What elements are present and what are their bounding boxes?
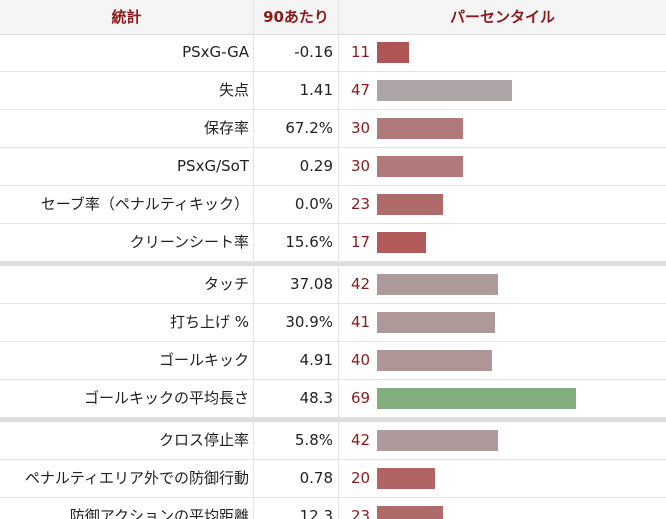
per90-value: 30.9% bbox=[285, 313, 333, 331]
percentile-bar bbox=[377, 468, 435, 489]
percentile-bar bbox=[377, 430, 498, 451]
percentile-value: 42 bbox=[351, 275, 371, 293]
stat-label: ゴールキック bbox=[158, 351, 249, 369]
percentile-value: 20 bbox=[351, 469, 371, 487]
header-per90: 90あたり bbox=[263, 8, 329, 26]
percentile-bar bbox=[377, 506, 443, 519]
per90-value: 0.0% bbox=[294, 195, 333, 213]
percentile-value: 11 bbox=[351, 43, 371, 61]
per90-value: 0.29 bbox=[299, 157, 333, 175]
group-separator bbox=[0, 418, 666, 422]
group-separator bbox=[0, 262, 666, 266]
table-row: 失点 1.41 47 bbox=[0, 72, 666, 110]
percentile-bar bbox=[377, 232, 426, 253]
table-row: PSxG/SoT 0.29 30 bbox=[0, 148, 666, 186]
stat-label: 保存率 bbox=[203, 119, 249, 137]
per90-value: 0.78 bbox=[299, 469, 333, 487]
per90-value: 1.41 bbox=[299, 81, 333, 99]
stat-label: 失点 bbox=[218, 81, 249, 99]
table-row: ゴールキック 4.91 40 bbox=[0, 342, 666, 380]
stat-label: 防御アクションの平均距離 bbox=[69, 507, 249, 519]
per90-value: 67.2% bbox=[285, 119, 333, 137]
table-row: タッチ 37.08 42 bbox=[0, 266, 666, 304]
percentile-value: 47 bbox=[351, 81, 371, 99]
percentile-value: 30 bbox=[351, 119, 371, 137]
table-row: ゴールキックの平均長さ 48.3 69 bbox=[0, 380, 666, 418]
percentile-bar bbox=[377, 80, 512, 101]
table-row: 打ち上げ % 30.9% 41 bbox=[0, 304, 666, 342]
header-percentile: パーセンタイル bbox=[449, 8, 555, 26]
table-header: 統計 90あたり パーセンタイル bbox=[0, 0, 666, 35]
stat-label: ゴールキックの平均長さ bbox=[83, 389, 249, 407]
table-row: クリーンシート率 15.6% 17 bbox=[0, 224, 666, 262]
stat-label: タッチ bbox=[203, 275, 249, 293]
table-row: ペナルティエリア外での防御行動 0.78 20 bbox=[0, 460, 666, 498]
table-row: 防御アクションの平均距離 12.3 23 bbox=[0, 498, 666, 519]
percentile-value: 30 bbox=[351, 157, 371, 175]
percentile-value: 40 bbox=[351, 351, 371, 369]
per90-value: 37.08 bbox=[290, 275, 333, 293]
stat-label: クリーンシート率 bbox=[129, 233, 249, 251]
percentile-bar bbox=[377, 156, 463, 177]
per90-value: 15.6% bbox=[285, 233, 333, 251]
percentile-bar bbox=[377, 388, 576, 409]
percentile-value: 17 bbox=[351, 233, 371, 251]
percentile-bar bbox=[377, 118, 463, 139]
stat-label: ペナルティエリア外での防御行動 bbox=[24, 469, 249, 487]
per90-value: 4.91 bbox=[299, 351, 333, 369]
stat-label: 打ち上げ % bbox=[169, 313, 249, 331]
per90-value: -0.16 bbox=[294, 43, 333, 61]
percentile-value: 42 bbox=[351, 431, 371, 449]
percentile-value: 69 bbox=[351, 389, 371, 407]
percentile-value: 23 bbox=[351, 507, 371, 519]
percentile-bar bbox=[377, 274, 498, 295]
table-row: PSxG-GA -0.16 11 bbox=[0, 34, 666, 72]
percentile-bar bbox=[377, 350, 492, 371]
header-stat: 統計 bbox=[111, 8, 142, 26]
percentile-value: 23 bbox=[351, 195, 371, 213]
table-row: セーブ率（ペナルティキック） 0.0% 23 bbox=[0, 186, 666, 224]
per90-value: 48.3 bbox=[299, 389, 333, 407]
percentile-value: 41 bbox=[351, 313, 371, 331]
stat-label: セーブ率（ペナルティキック） bbox=[40, 195, 249, 213]
table-row: クロス停止率 5.8% 42 bbox=[0, 422, 666, 460]
stat-label: PSxG-GA bbox=[182, 43, 249, 61]
percentile-bar bbox=[377, 42, 409, 63]
table-row: 保存率 67.2% 30 bbox=[0, 110, 666, 148]
percentile-bar bbox=[377, 194, 443, 215]
column-divider bbox=[338, 0, 339, 519]
stat-label: PSxG/SoT bbox=[177, 157, 249, 175]
percentile-bar bbox=[377, 312, 495, 333]
per90-value: 5.8% bbox=[294, 431, 333, 449]
stat-label: クロス停止率 bbox=[158, 431, 249, 449]
column-divider bbox=[253, 0, 254, 519]
per90-value: 12.3 bbox=[299, 507, 333, 519]
